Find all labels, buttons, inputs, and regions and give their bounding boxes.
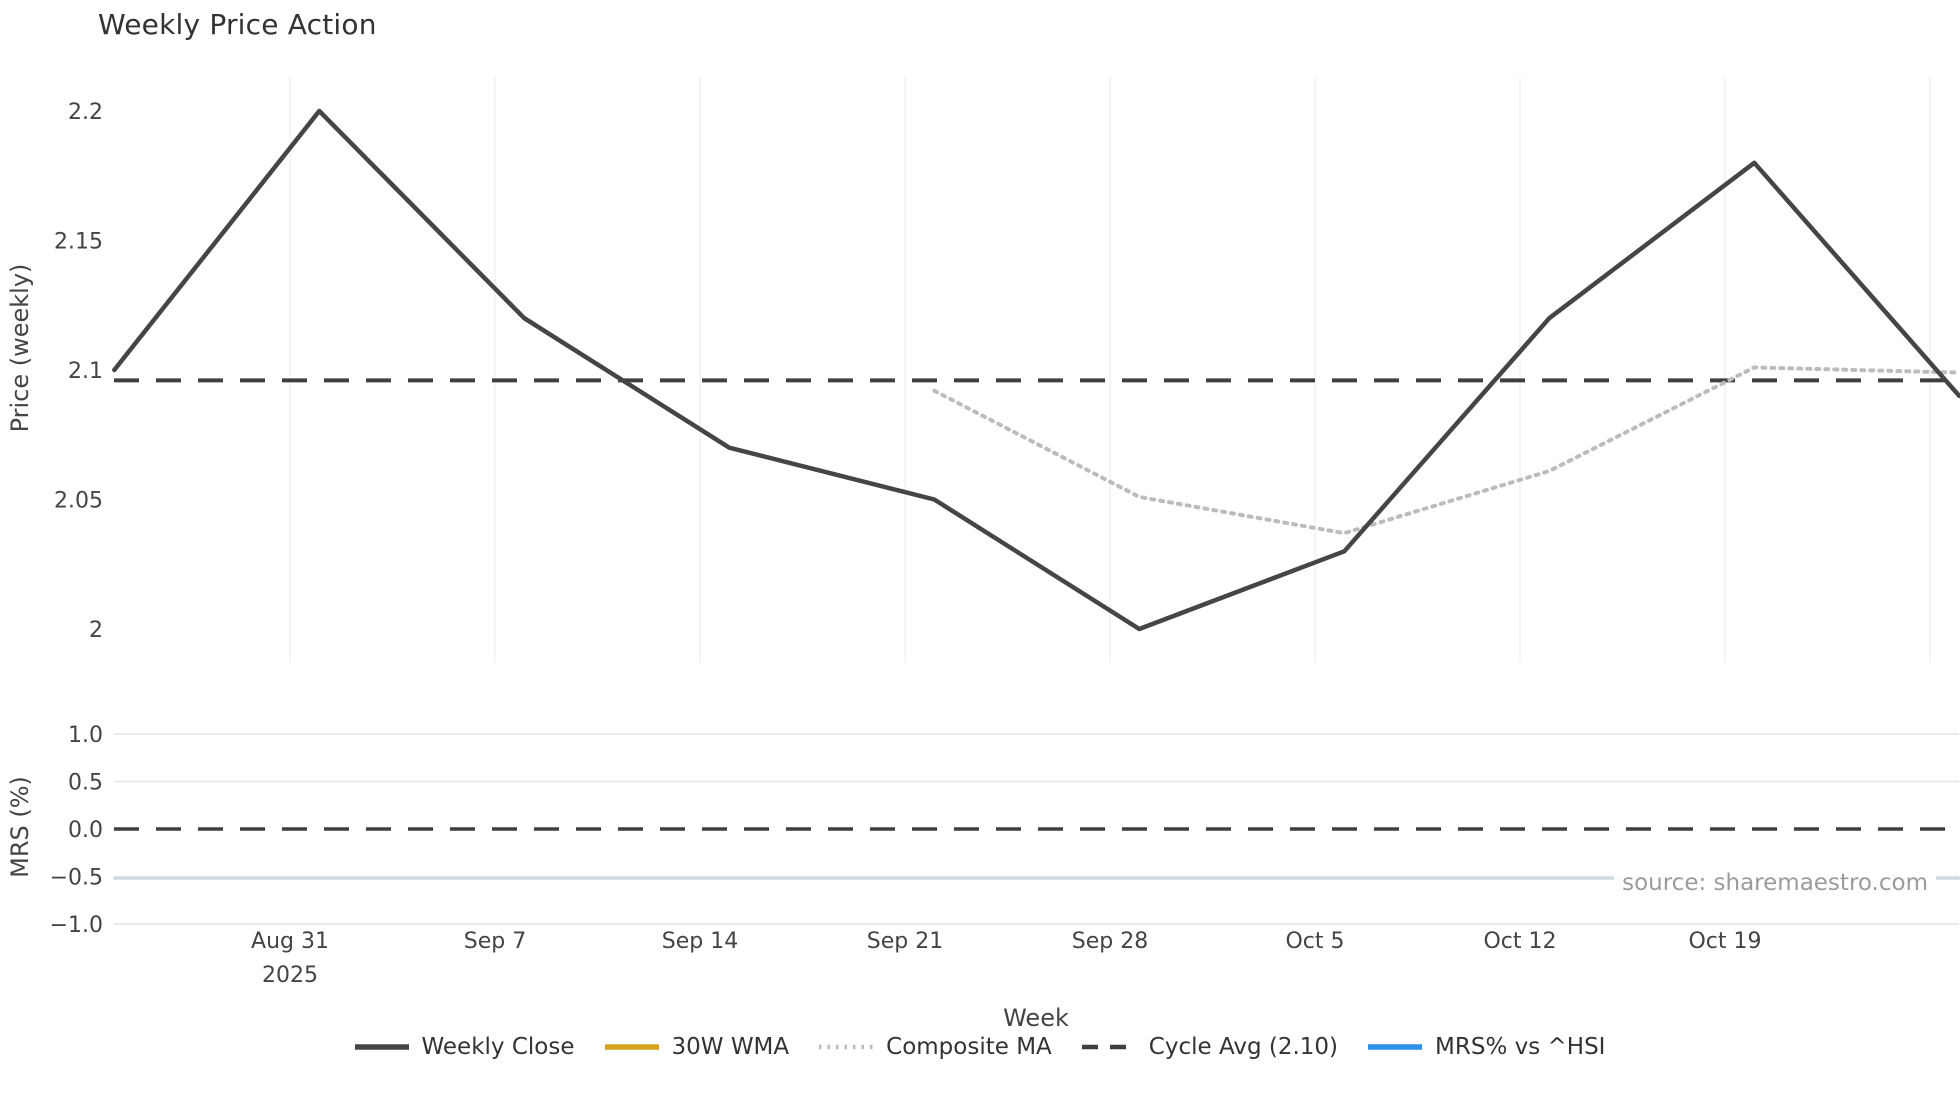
mrs-tick-label: −0.5 xyxy=(50,866,103,891)
x-tick-label: Aug 31 xyxy=(251,929,329,954)
legend-item-label: MRS% vs ^HSI xyxy=(1435,1034,1606,1060)
legend-item-weekly-close[interactable]: Weekly Close xyxy=(354,1034,575,1060)
mrs-tick-label: −1.0 xyxy=(50,913,103,938)
x-tick-label: Oct 19 xyxy=(1688,929,1761,954)
mrs-tick-label: 0.0 xyxy=(68,818,103,843)
legend-item-label: Composite MA xyxy=(886,1034,1052,1060)
x-tick-label: Oct 12 xyxy=(1483,929,1556,954)
legend-item-cycle-avg-2-10[interactable]: Cycle Avg (2.10) xyxy=(1081,1034,1339,1060)
x-axis-title: Week xyxy=(1003,1004,1069,1032)
mrs-axis-title: MRS (%) xyxy=(6,776,34,878)
composite-ma-swatch-icon xyxy=(819,1044,874,1050)
mrs-tick-label: 0.5 xyxy=(68,771,103,796)
price-tick-label: 2.2 xyxy=(68,100,103,125)
x-tick-label: Sep 21 xyxy=(867,929,943,954)
price-tick-label: 2.15 xyxy=(54,230,103,255)
mrs-vs-hsi-swatch-icon xyxy=(1368,1044,1423,1050)
legend-item-label: Weekly Close xyxy=(421,1034,575,1060)
price-axis-title: Price (weekly) xyxy=(6,263,34,433)
page-title: Weekly Price Action xyxy=(98,8,377,41)
legend-item-label: 30W WMA xyxy=(671,1034,790,1060)
x-tick-label: Sep 28 xyxy=(1072,929,1148,954)
source-note: source: sharemaestro.com xyxy=(1614,868,1936,898)
weekly-close-swatch-icon xyxy=(354,1044,409,1050)
x-tick-label: 2025 xyxy=(262,963,318,988)
mrs-tick-label: 1.0 xyxy=(68,723,103,748)
cycle-avg-2-10-swatch-icon xyxy=(1081,1044,1136,1050)
series-composite-ma xyxy=(932,365,1960,536)
legend-item-label: Cycle Avg (2.10) xyxy=(1148,1034,1339,1060)
series-weekly-close xyxy=(112,108,1960,632)
30w-wma-swatch-icon xyxy=(604,1044,659,1050)
legend-item-composite-ma[interactable]: Composite MA xyxy=(819,1034,1052,1060)
legend-item-mrs-vs-hsi[interactable]: MRS% vs ^HSI xyxy=(1368,1034,1605,1060)
price-tick-label: 2.05 xyxy=(54,489,103,514)
x-tick-label: Sep 7 xyxy=(464,929,526,954)
x-tick-label: Sep 14 xyxy=(662,929,738,954)
price-tick-label: 2.1 xyxy=(68,359,103,384)
price-tick-label: 2 xyxy=(89,618,103,643)
legend-item-30w-wma[interactable]: 30W WMA xyxy=(604,1034,790,1060)
legend: Weekly Close 30W WMA Composite MA Cycle Avg… xyxy=(0,1034,1960,1060)
x-tick-label: Oct 5 xyxy=(1285,929,1344,954)
